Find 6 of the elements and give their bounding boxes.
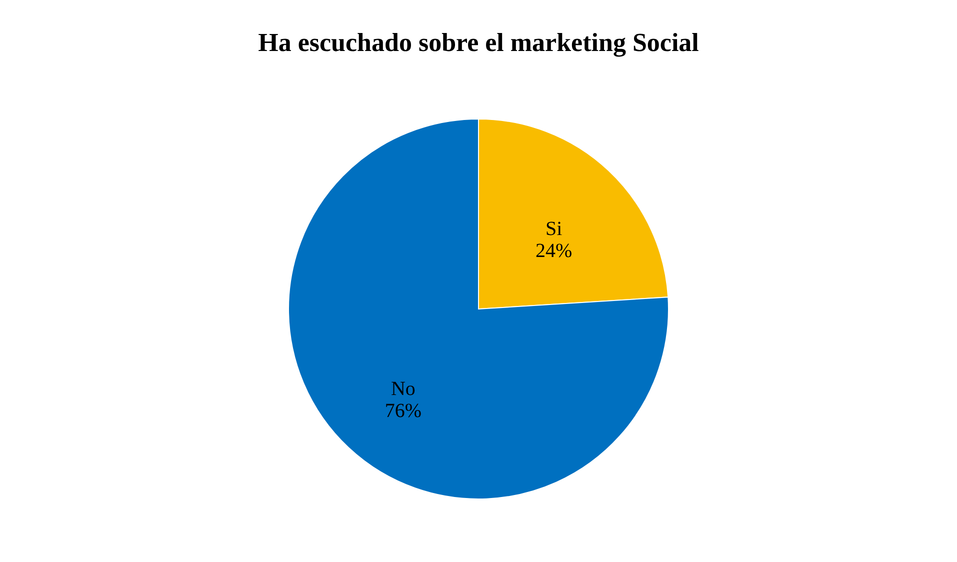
pie-slice (288, 118, 669, 500)
slice-label: Si (545, 218, 563, 240)
chart-title: Ha escuchado sobre el marketing Social (258, 28, 699, 57)
data-label: 76% (384, 400, 422, 422)
data-label: 24% (535, 240, 572, 262)
slice-label: No (390, 378, 416, 400)
